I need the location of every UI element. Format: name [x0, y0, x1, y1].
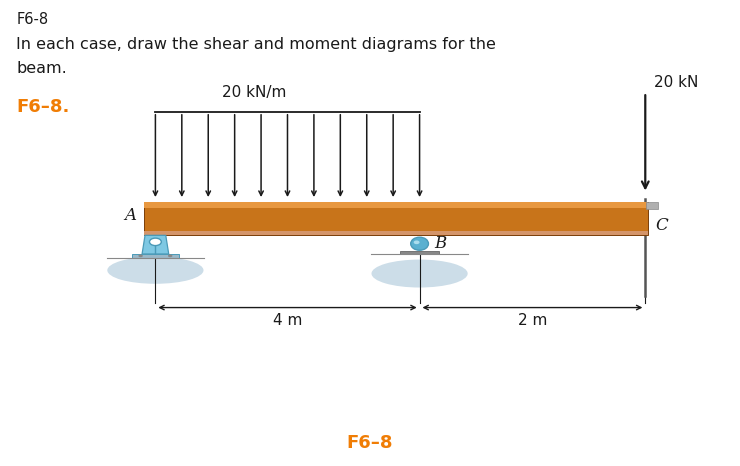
Text: In each case, draw the shear and moment diagrams for the: In each case, draw the shear and moment … [16, 37, 496, 52]
Text: beam.: beam. [16, 61, 67, 75]
Circle shape [168, 254, 172, 257]
Text: F6–8.: F6–8. [16, 98, 70, 116]
Circle shape [149, 238, 161, 246]
Text: 4 m: 4 m [273, 313, 302, 328]
Text: A: A [124, 207, 136, 224]
Text: F6–8: F6–8 [347, 434, 393, 452]
Text: B: B [434, 235, 447, 252]
Text: 20 kN: 20 kN [654, 75, 699, 90]
Polygon shape [646, 202, 658, 209]
Circle shape [138, 254, 143, 257]
Text: 2 m: 2 m [518, 313, 547, 328]
Ellipse shape [411, 237, 428, 250]
Text: 20 kN/m: 20 kN/m [222, 85, 286, 100]
Polygon shape [400, 251, 439, 254]
Polygon shape [132, 254, 179, 258]
Polygon shape [144, 231, 648, 235]
Text: C: C [655, 218, 667, 234]
Ellipse shape [107, 257, 204, 284]
Text: F6-8: F6-8 [16, 12, 48, 27]
Polygon shape [144, 202, 648, 208]
Polygon shape [144, 202, 648, 235]
Ellipse shape [371, 260, 468, 288]
Ellipse shape [414, 240, 420, 244]
Polygon shape [142, 235, 169, 254]
